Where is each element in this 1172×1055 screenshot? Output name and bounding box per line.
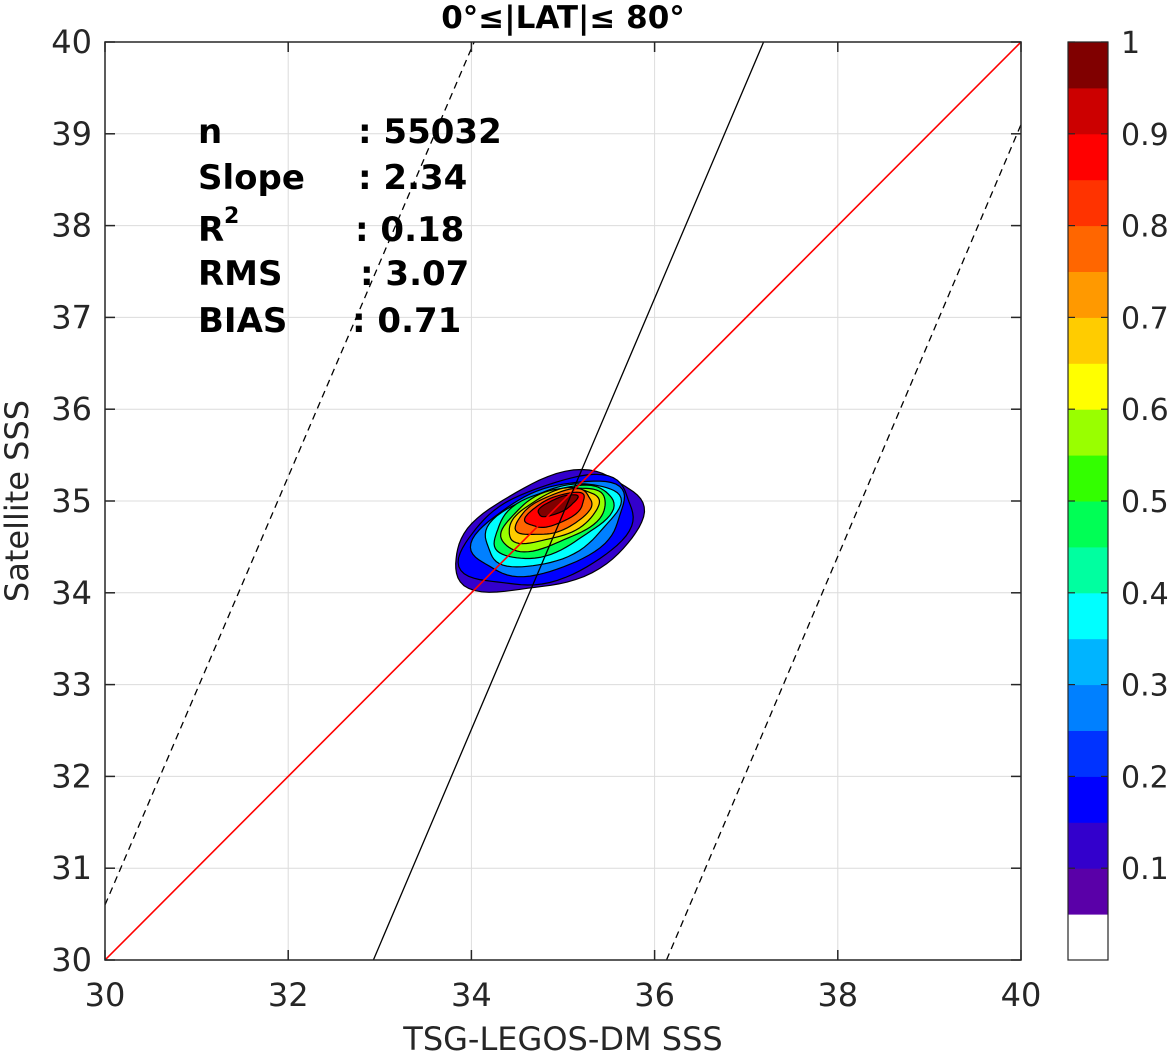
x-tick-label: 36 bbox=[634, 976, 675, 1014]
colorbar-segment bbox=[1068, 42, 1108, 89]
colorbar-segment bbox=[1068, 455, 1108, 502]
y-tick-label: 39 bbox=[51, 115, 92, 153]
stat-label: BIAS bbox=[198, 301, 287, 341]
colorbar-segment bbox=[1068, 87, 1108, 135]
colorbar-segment bbox=[1068, 730, 1108, 777]
stat-label: R bbox=[198, 210, 224, 250]
y-tick-label: 37 bbox=[51, 298, 92, 336]
colorbar-segment bbox=[1068, 317, 1108, 364]
stat-label: RMS bbox=[198, 254, 283, 294]
colorbar-segment bbox=[1068, 776, 1108, 823]
colorbar-segment bbox=[1068, 684, 1108, 731]
stat-value: : 2.34 bbox=[358, 158, 467, 198]
stat-value: : 0.18 bbox=[355, 210, 464, 250]
y-tick-label: 40 bbox=[51, 23, 92, 61]
y-tick-label: 32 bbox=[51, 757, 92, 795]
colorbar-segment bbox=[1068, 363, 1108, 410]
colorbar: 0.1 0.2 0.3 0.4 0.5 0.6 0.7 0.8 0.9 1 bbox=[1067, 26, 1169, 961]
colorbar-tick-label: 0.1 bbox=[1121, 852, 1169, 887]
stat-value: : 55032 bbox=[358, 112, 502, 152]
stat-superscript: 2 bbox=[224, 204, 239, 229]
y-tick-label: 35 bbox=[51, 482, 92, 520]
chart-title: 0°≤|LAT|≤ 80° bbox=[441, 0, 685, 36]
x-tick-label: 30 bbox=[85, 976, 126, 1014]
stat-value: : 3.07 bbox=[360, 254, 469, 294]
reference-lines bbox=[105, 42, 1021, 960]
colorbar-tick-label: 0.5 bbox=[1121, 485, 1169, 520]
stat-label: Slope bbox=[198, 158, 305, 198]
regression-line bbox=[372, 42, 765, 960]
x-tick-label: 40 bbox=[1001, 976, 1042, 1014]
x-axis-label: TSG-LEGOS-DM SSS bbox=[402, 1020, 722, 1055]
colorbar-tick-label: 0.4 bbox=[1121, 577, 1169, 612]
lower-bound-line bbox=[665, 124, 1021, 960]
y-tick-label: 31 bbox=[51, 849, 92, 887]
stat-label: n bbox=[198, 112, 222, 152]
x-tick-label: 34 bbox=[451, 976, 492, 1014]
y-tick-label: 33 bbox=[51, 666, 92, 704]
colorbar-tick-label: 0.9 bbox=[1121, 118, 1169, 153]
colorbar-tick-label: 0.7 bbox=[1121, 301, 1169, 336]
colorbar-segment bbox=[1068, 225, 1108, 272]
y-tick-label: 34 bbox=[51, 574, 92, 612]
y-tick-label: 36 bbox=[51, 390, 92, 428]
colorbar-segment bbox=[1068, 638, 1108, 686]
colorbar-segment bbox=[1068, 546, 1108, 594]
colorbar-tick-label: 0.2 bbox=[1121, 760, 1169, 795]
colorbar-tick-label: 0.3 bbox=[1121, 669, 1169, 704]
colorbar-segment bbox=[1068, 501, 1108, 548]
colorbar-tick-label: 0.8 bbox=[1121, 210, 1169, 245]
colorbar-segment bbox=[1068, 822, 1108, 869]
colorbar-tick-label: 0.6 bbox=[1121, 393, 1169, 428]
colorbar-segment bbox=[1068, 914, 1108, 961]
axis-ticks: 30 32 34 36 38 40 30 31 32 33 34 35 36 37 38 39 40 bbox=[51, 23, 1041, 1014]
colorbar-segment bbox=[1068, 592, 1108, 640]
colorbar-segment bbox=[1068, 868, 1108, 915]
stat-value: : 0.71 bbox=[352, 301, 461, 341]
one-to-one-line bbox=[105, 42, 1021, 960]
y-tick-label: 38 bbox=[51, 207, 92, 245]
statistics-panel: n : 55032 Slope : 2.34 R 2 : 0.18 RMS : 3.07 BIAS… bbox=[198, 112, 502, 341]
colorbar-segment bbox=[1068, 271, 1108, 318]
colorbar-segment bbox=[1068, 179, 1108, 227]
colorbar-tick-label: 1 bbox=[1121, 26, 1140, 61]
y-tick-label: 30 bbox=[51, 941, 92, 979]
x-tick-label: 32 bbox=[268, 976, 309, 1014]
colorbar-segment bbox=[1068, 409, 1108, 456]
upper-bound-line bbox=[105, 42, 475, 906]
grid bbox=[104, 41, 1022, 961]
y-axis-label: Satellite SSS bbox=[0, 400, 36, 602]
x-tick-label: 38 bbox=[817, 976, 858, 1014]
colorbar-segment bbox=[1068, 133, 1108, 181]
